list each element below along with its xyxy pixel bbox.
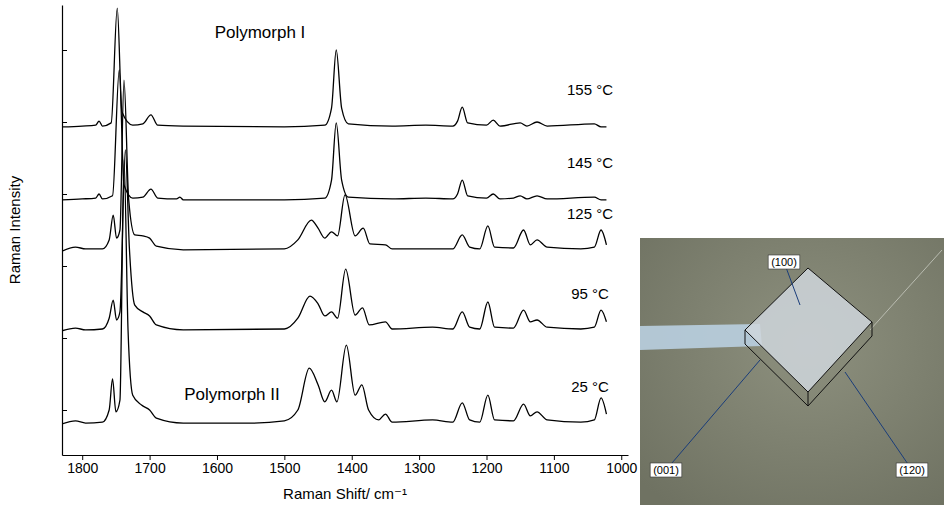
y-tick-mark [62,410,67,411]
crystal-outline [745,268,872,406]
y-tick [62,266,67,267]
face-label-box [650,463,682,477]
x-tick-label: 1700 [135,460,166,476]
y-tick-mark [62,50,67,51]
figure: 1800 1700 1600 1500 1400 1300 1200 1100 1000 155 … [0,0,948,509]
x-tick-label: 1000 [606,460,637,476]
y-tick [62,338,67,339]
series-label: 95 °C [571,285,609,302]
x-tick-label: 1500 [269,460,300,476]
x-tick: 1800 [67,455,98,476]
x-tick-label: 1800 [67,460,98,476]
y-tick [62,410,67,411]
x-tick-label: 1600 [202,460,233,476]
x-tick: 1600 [202,455,233,476]
spectrum-line [62,80,606,251]
label-leader [666,360,760,470]
plot-area [62,8,606,424]
crystal-photo: (100) (001) (120) [640,238,944,505]
series-label: 145 °C [567,154,613,171]
series-label: 125 °C [567,205,613,222]
x-tick: 1500 [269,455,300,476]
x-tick: 1200 [471,455,502,476]
y-tick-mark [62,338,67,339]
y-tick [62,122,67,123]
x-tick: 1400 [337,455,368,476]
x-tick: 1300 [404,455,435,476]
x-tick: 1000 [606,455,637,476]
x-tick-label: 1300 [404,460,435,476]
x-tick: 1100 [539,455,569,476]
spectrum-line [62,8,606,127]
y-axis-line [62,6,63,456]
series-label: 155 °C [567,81,613,98]
capillary [640,324,762,350]
face-label: (100) [771,256,797,268]
face-label: (001) [653,464,679,476]
x-axis-line [63,455,629,456]
x-tick-label: 1200 [471,460,502,476]
annotation: Polymorph II [184,385,279,404]
y-tick [62,194,67,195]
label-leader [845,372,912,470]
y-tick-mark [62,194,67,195]
photo-background [640,238,944,505]
y-axis [62,6,67,456]
face-label-box [768,255,800,269]
y-tick [62,50,67,51]
spectrum-line [62,150,606,331]
spectrum-line [62,70,606,200]
crystal [745,268,872,392]
spectrum-line [62,160,606,424]
annotation: Polymorph I [215,23,306,42]
fiber [870,250,942,330]
x-tick-label: 1100 [539,460,569,476]
y-axis-title: Raman Intensity [6,175,23,284]
series-labels: 155 °C 145 °C 125 °C 95 °C 25 °C [567,81,613,395]
y-tick-mark [62,266,67,267]
y-tick-mark [62,122,67,123]
x-tick-label: 1400 [337,460,368,476]
x-axis-title: Raman Shift/ cm⁻¹ [283,485,407,502]
x-axis: 1800 1700 1600 1500 1400 1300 1200 1100 1000 [63,455,638,476]
face-label: (120) [899,464,925,476]
x-tick: 1700 [135,455,166,476]
face-label-box [896,463,928,477]
series-label: 25 °C [571,378,609,395]
